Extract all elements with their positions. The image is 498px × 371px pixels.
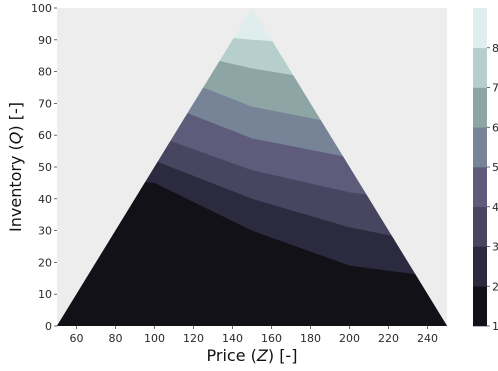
y-tick-label: 0 bbox=[45, 320, 52, 333]
x-tick-label: 180 bbox=[300, 332, 321, 345]
y-tick-label: 30 bbox=[38, 225, 52, 238]
contour-band-level-1 bbox=[57, 173, 447, 326]
x-tick-label: 60 bbox=[70, 332, 84, 345]
y-axis-label: Inventory (Q) [-] bbox=[6, 102, 25, 232]
colorbar-segment-7 bbox=[473, 47, 487, 88]
y-tick-label: 70 bbox=[38, 97, 52, 110]
colorbar: 1 2 3 4 5 6 7 8 bbox=[473, 8, 498, 333]
y-tick-label: 50 bbox=[38, 161, 52, 174]
colorbar-segment-6 bbox=[473, 87, 487, 128]
y-tick-label: 10 bbox=[38, 288, 52, 301]
x-axis-ticks: 60 80 100 120 140 160 180 200 220 240 bbox=[70, 326, 438, 345]
x-tick-label: 220 bbox=[378, 332, 399, 345]
y-tick-label: 80 bbox=[38, 66, 52, 79]
colorbar-tick-label: 5 bbox=[492, 161, 498, 174]
colorbar-tick-label: 2 bbox=[492, 280, 498, 293]
y-axis-ticks: 0 10 20 30 40 50 60 70 80 90 100 bbox=[31, 2, 57, 333]
y-tick-label: 20 bbox=[38, 256, 52, 269]
y-tick-label: 40 bbox=[38, 193, 52, 206]
colorbar-tick-label: 3 bbox=[492, 241, 498, 254]
colorbar-segment-1 bbox=[473, 286, 487, 327]
colorbar-segment-4 bbox=[473, 167, 487, 208]
x-tick-label: 140 bbox=[222, 332, 243, 345]
colorbar-segment-5 bbox=[473, 127, 487, 168]
y-tick-label: 60 bbox=[38, 129, 52, 142]
x-tick-label: 120 bbox=[183, 332, 204, 345]
x-tick-label: 80 bbox=[109, 332, 123, 345]
y-tick-label: 90 bbox=[38, 34, 52, 47]
colorbar-segment-3 bbox=[473, 206, 487, 247]
colorbar-segment-8 bbox=[473, 8, 487, 49]
x-axis-label: Price (Z) [-] bbox=[207, 346, 298, 365]
y-tick-label: 100 bbox=[31, 2, 52, 15]
colorbar-tick-label: 6 bbox=[492, 121, 498, 134]
x-tick-label: 200 bbox=[339, 332, 360, 345]
colorbar-tick-label: 4 bbox=[492, 201, 498, 214]
colorbar-tick-label: 8 bbox=[492, 42, 498, 55]
colorbar-tick-label: 7 bbox=[492, 82, 498, 95]
colorbar-segment-2 bbox=[473, 246, 487, 287]
colorbar-tick-label: 1 bbox=[492, 320, 498, 333]
x-tick-label: 100 bbox=[144, 332, 165, 345]
x-tick-label: 160 bbox=[261, 332, 282, 345]
x-tick-label: 240 bbox=[417, 332, 438, 345]
